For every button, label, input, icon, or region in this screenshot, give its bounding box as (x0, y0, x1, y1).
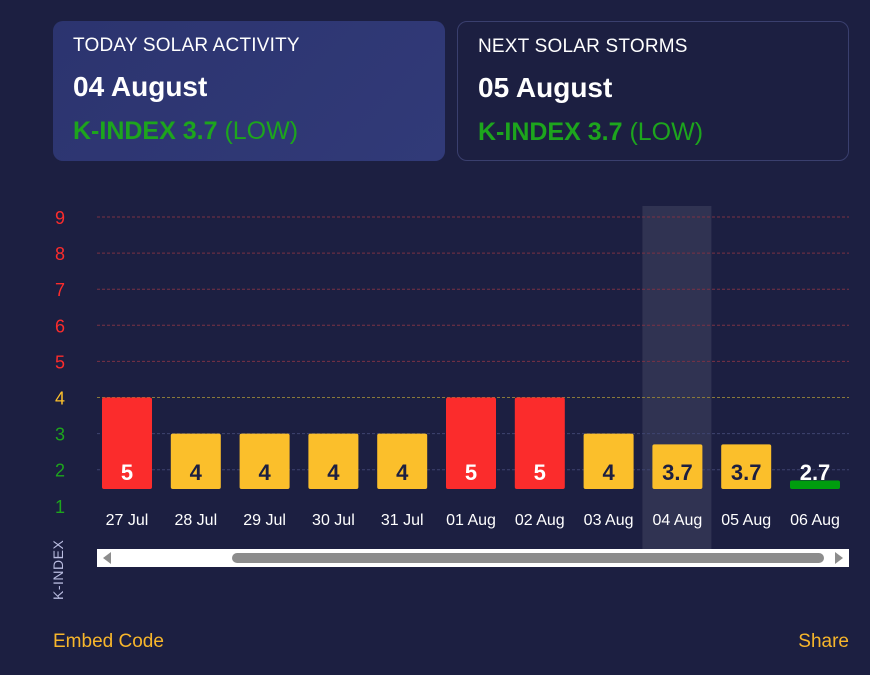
today-activity-card: TODAY SOLAR ACTIVITY 04 August K-INDEX 3… (53, 21, 445, 161)
bar-value-label: 4 (327, 460, 340, 485)
bar (308, 433, 359, 489)
x-tick-label: 30 Jul (312, 512, 355, 529)
next-label: NEXT SOLAR STORMS (478, 36, 688, 57)
embed-code-link[interactable]: Embed Code (53, 631, 164, 652)
x-tick-label: 27 Jul (106, 512, 149, 529)
next-kindex: K-INDEX 3.7 (LOW) (478, 118, 703, 147)
x-tick-label: 29 Jul (243, 512, 286, 529)
x-tick-label: 05 Aug (721, 512, 771, 529)
bar-value-label: 5 (534, 460, 546, 485)
bar (102, 397, 152, 489)
x-tick-label: 02 Aug (515, 512, 565, 529)
bar-value-label: 5 (121, 460, 133, 485)
bar-value-label: 2.7 (800, 460, 831, 485)
x-tick-label: 28 Jul (174, 512, 217, 529)
y-axis-label: K-INDEX (50, 539, 66, 600)
x-tick-label: 01 Aug (446, 512, 496, 529)
scroll-right-icon[interactable] (835, 552, 843, 564)
bar-value-label: 4 (396, 460, 409, 485)
x-tick-label: 03 Aug (584, 512, 634, 529)
today-label: TODAY SOLAR ACTIVITY (73, 35, 300, 56)
bar-value-label: 4 (190, 460, 203, 485)
y-tick-label: 6 (55, 316, 65, 336)
bar (790, 480, 840, 489)
x-tick-label: 31 Jul (381, 512, 424, 529)
y-tick-label: 1 (55, 497, 65, 517)
bar-value-label: 3.7 (731, 460, 762, 485)
bar-value-label: 3.7 (662, 460, 693, 485)
y-tick-label: 8 (55, 244, 65, 264)
y-tick-label: 2 (55, 461, 65, 481)
y-tick-label: 3 (55, 425, 65, 445)
kindex-bar-chart: 1 2 3 4 5 6 7 8 9 5 27 Jul 4 28 Jul 4 29 Jul 4 30 Jul 4 31… (55, 206, 849, 549)
highlight-column (642, 206, 712, 549)
bar (446, 397, 496, 489)
y-tick-label: 7 (55, 280, 65, 300)
bar-value-label: 4 (258, 460, 271, 485)
next-storms-card: NEXT SOLAR STORMS 05 August K-INDEX 3.7 … (457, 21, 849, 161)
x-tick-label: 06 Aug (790, 512, 840, 529)
bar (514, 397, 565, 489)
bar (652, 444, 703, 489)
scrollbar-thumb[interactable] (232, 553, 824, 563)
scroll-left-icon[interactable] (103, 552, 111, 564)
today-kindex: K-INDEX 3.7 (LOW) (73, 117, 298, 146)
today-level: (LOW) (224, 117, 299, 145)
bar-value-label: 4 (602, 460, 615, 485)
next-level: (LOW) (629, 118, 704, 146)
next-kindex-value: K-INDEX 3.7 (478, 118, 623, 146)
next-date: 05 August (478, 72, 613, 103)
bar (377, 433, 428, 489)
bar (721, 444, 772, 489)
x-tick-label: 04 Aug (652, 512, 702, 529)
today-date: 04 August (73, 71, 208, 102)
share-link[interactable]: Share (798, 631, 849, 652)
bar (583, 433, 634, 489)
bar (170, 433, 221, 489)
today-kindex-value: K-INDEX 3.7 (73, 117, 218, 145)
chart-scrollbar[interactable] (97, 549, 849, 567)
y-tick-label: 9 (55, 208, 65, 228)
y-tick-label: 4 (55, 389, 65, 409)
y-tick-label: 5 (55, 352, 65, 372)
bar (239, 433, 290, 489)
bar-value-label: 5 (465, 460, 477, 485)
